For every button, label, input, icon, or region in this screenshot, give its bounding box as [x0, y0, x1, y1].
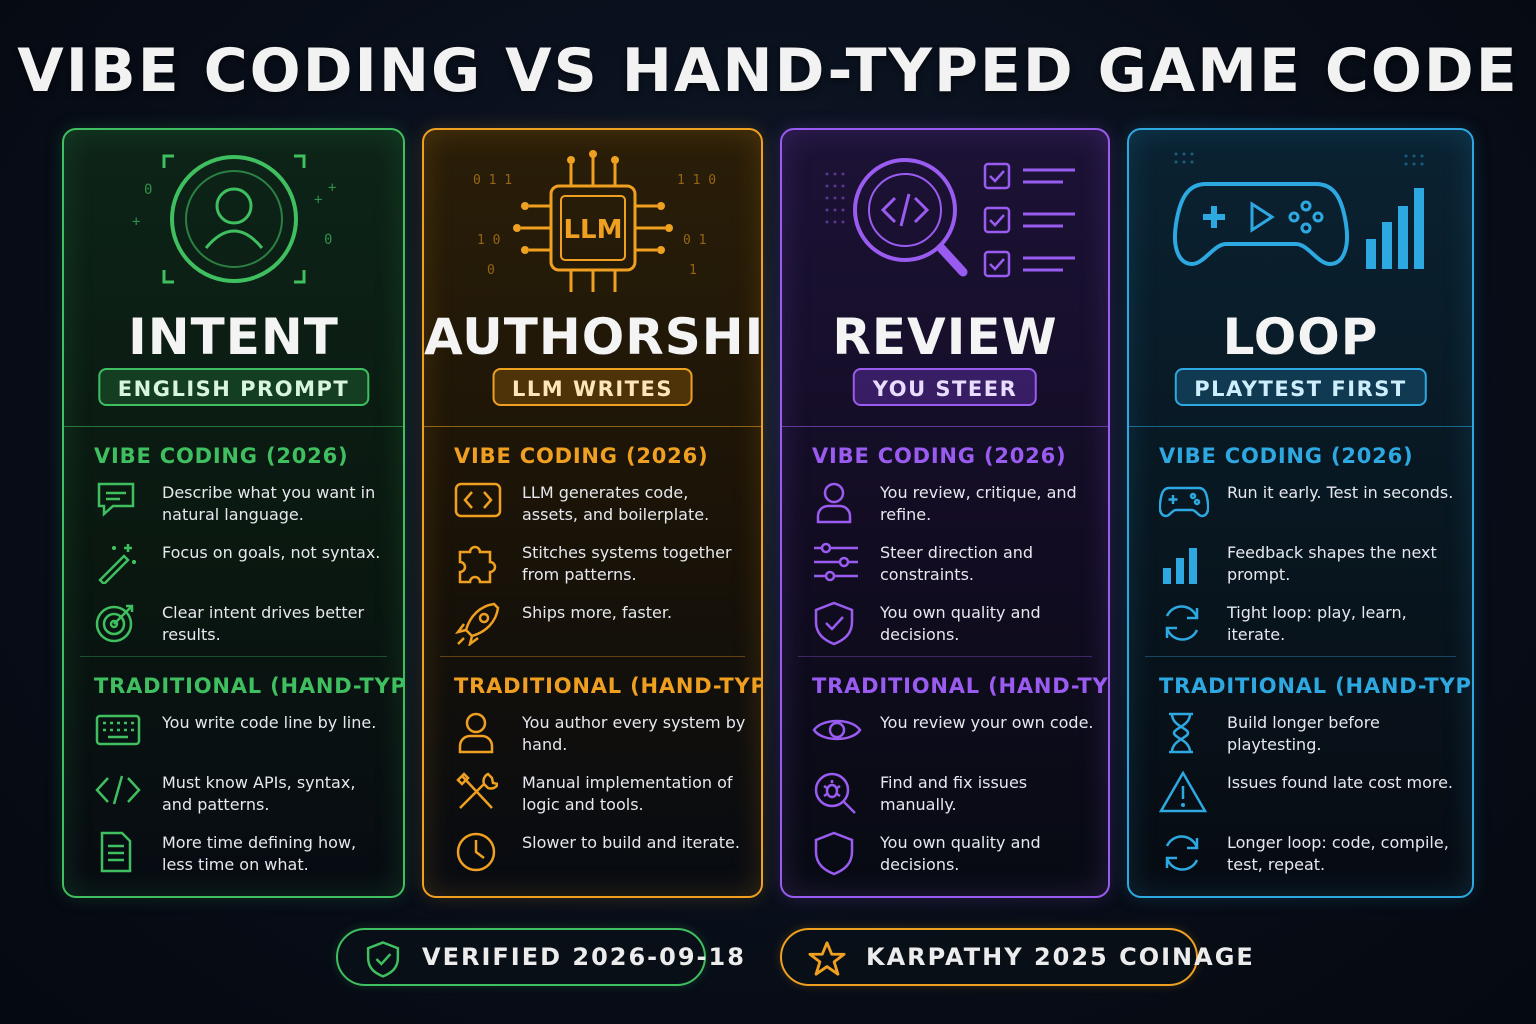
puzzle-icon — [454, 540, 502, 586]
list-item: Slower to build and iterate. — [454, 830, 747, 880]
list-item: Manual implementation of logic and tools… — [454, 770, 747, 820]
card-heading: AUTHORSHIP — [424, 308, 763, 366]
list-item: You author every system by hand. — [454, 710, 747, 760]
divider — [440, 656, 745, 657]
list-item: Ships more, faster. — [454, 600, 747, 650]
bar-chart-icon — [1159, 540, 1207, 586]
svg-text:1 0: 1 0 — [477, 233, 500, 248]
card-pill: LLM WRITES — [492, 368, 693, 406]
list-item: Stitches systems together from patterns. — [454, 540, 747, 590]
hourglass-icon — [1159, 710, 1207, 756]
traditional-section-title: TRADITIONAL (HAND-TYPED) — [454, 674, 763, 698]
list-item: Tight loop: play, learn, iterate. — [1159, 600, 1458, 650]
traditional-section-title: TRADITIONAL (HAND-TYPED) — [94, 674, 405, 698]
card-heading: INTENT — [128, 308, 339, 366]
list-item: You write code line by line. — [94, 710, 389, 760]
card-pill: YOU STEER — [852, 368, 1038, 406]
svg-text:+: + — [314, 192, 322, 208]
target-icon — [94, 600, 142, 646]
shield-icon — [812, 830, 860, 876]
list-item: Describe what you want in natural langua… — [94, 480, 389, 530]
chat-icon — [94, 480, 142, 526]
divider — [1145, 656, 1456, 657]
card-authorship: LLM 0 1 1 1 0 1 1 0 0 1 0 1 AUTHORSHIP LLM W… — [422, 128, 763, 898]
traditional-section-title: TRADITIONAL (HAND-TYPED) — [812, 674, 1109, 698]
svg-text:0 1: 0 1 — [683, 233, 706, 248]
divider — [798, 656, 1092, 657]
eye-icon — [812, 710, 862, 756]
divider — [424, 426, 761, 427]
person-icon — [812, 480, 860, 526]
sliders-icon — [812, 540, 860, 586]
code-brackets-icon — [454, 480, 502, 526]
divider — [782, 426, 1108, 427]
badge-label: VERIFIED 2026-09-18 — [422, 943, 746, 971]
chip-label: LLM — [563, 215, 622, 245]
clock-icon — [454, 830, 502, 876]
badge-label: KARPATHY 2025 COINAGE — [866, 943, 1255, 971]
refresh-icon — [1159, 600, 1207, 646]
card-pill: ENGLISH PROMPT — [97, 368, 370, 406]
hero-gamepad-chart-icon — [1129, 130, 1472, 290]
gamepad-icon — [1158, 480, 1210, 526]
keyboard-icon — [94, 710, 142, 756]
list-item: Issues found late cost more. — [1158, 770, 1458, 820]
list-item: You own quality and decisions. — [812, 830, 1094, 880]
bug-search-icon — [812, 770, 860, 816]
svg-text:0 1 1: 0 1 1 — [473, 173, 512, 188]
list-item: You review your own code. — [812, 710, 1094, 760]
hero-llm-chip-icon: LLM 0 1 1 1 0 1 1 0 0 1 0 1 — [424, 130, 761, 292]
list-item: LLM generates code, assets, and boilerpl… — [454, 480, 747, 530]
list-item: Run it early. Test in seconds. — [1158, 480, 1458, 530]
svg-text:0: 0 — [324, 232, 332, 248]
rocket-icon — [454, 600, 502, 648]
vibe-section-title: VIBE CODING (2026) — [454, 444, 709, 468]
card-review: REVIEW YOU STEER VIBE CODING (2026) You … — [780, 128, 1110, 898]
shield-check-icon — [812, 600, 860, 646]
list-item: Longer loop: code, compile, test, repeat… — [1159, 830, 1458, 880]
coinage-badge: KARPATHY 2025 COINAGE — [780, 928, 1253, 986]
warning-icon — [1158, 770, 1208, 816]
verified-badge: VERIFIED 2026-09-18 — [336, 928, 744, 986]
vibe-section-title: VIBE CODING (2026) — [1159, 444, 1414, 468]
list-item: More time defining how, less time on wha… — [94, 830, 389, 880]
divider — [1129, 426, 1472, 427]
list-item: Find and fix issues manually. — [812, 770, 1094, 820]
card-intent: + + + 0 0 INTENT ENGLISH PROMPT VIBE CODING… — [62, 128, 405, 898]
hero-user-target-icon: + + + 0 0 — [64, 130, 403, 290]
list-item: Build longer before playtesting. — [1159, 710, 1458, 760]
svg-text:1: 1 — [689, 263, 697, 278]
list-item: Must know APIs, syntax, and patterns. — [94, 770, 389, 820]
traditional-section-title: TRADITIONAL (HAND-TYPED) — [1159, 674, 1472, 698]
star-icon — [808, 940, 846, 982]
magic-wand-icon — [94, 540, 142, 586]
shield-check-icon — [364, 940, 402, 982]
document-icon — [94, 830, 142, 876]
card-heading: REVIEW — [832, 308, 1058, 366]
list-item: Feedback shapes the next prompt. — [1159, 540, 1458, 590]
list-item: You review, critique, and refine. — [812, 480, 1094, 530]
refresh-icon — [1159, 830, 1207, 876]
card-pill: PLAYTEST FIRST — [1174, 368, 1427, 406]
divider — [64, 426, 403, 427]
hero-code-review-magnifier-icon — [782, 130, 1108, 290]
page-title: VIBE CODING VS HAND-TYPED GAME CODE — [17, 36, 1519, 106]
svg-text:+: + — [328, 180, 336, 196]
svg-text:0: 0 — [487, 263, 495, 278]
person-icon — [454, 710, 502, 756]
list-item: Clear intent drives better results. — [94, 600, 389, 650]
card-loop: LOOP PLAYTEST FIRST VIBE CODING (2026) R… — [1127, 128, 1474, 898]
code-icon — [94, 770, 142, 816]
svg-text:1 1 0: 1 1 0 — [677, 173, 716, 188]
svg-text:+: + — [132, 214, 140, 230]
list-item: You own quality and decisions. — [812, 600, 1094, 650]
list-item: Steer direction and constraints. — [812, 540, 1094, 590]
divider — [80, 656, 387, 657]
tools-icon — [454, 770, 502, 816]
vibe-section-title: VIBE CODING (2026) — [812, 444, 1067, 468]
card-heading: LOOP — [1222, 308, 1379, 366]
vibe-section-title: VIBE CODING (2026) — [94, 444, 349, 468]
list-item: Focus on goals, not syntax. — [94, 540, 389, 590]
svg-text:0: 0 — [144, 182, 152, 198]
